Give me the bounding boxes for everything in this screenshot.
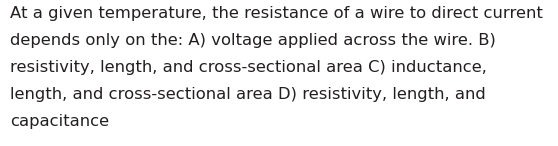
Text: depends only on the: A) voltage applied across the wire. B): depends only on the: A) voltage applied … — [10, 33, 496, 48]
Text: At a given temperature, the resistance of a wire to direct current: At a given temperature, the resistance o… — [10, 6, 543, 21]
Text: length, and cross-sectional area D) resistivity, length, and: length, and cross-sectional area D) resi… — [10, 87, 486, 102]
Text: capacitance: capacitance — [10, 114, 109, 129]
Text: resistivity, length, and cross-sectional area C) inductance,: resistivity, length, and cross-sectional… — [10, 60, 487, 75]
